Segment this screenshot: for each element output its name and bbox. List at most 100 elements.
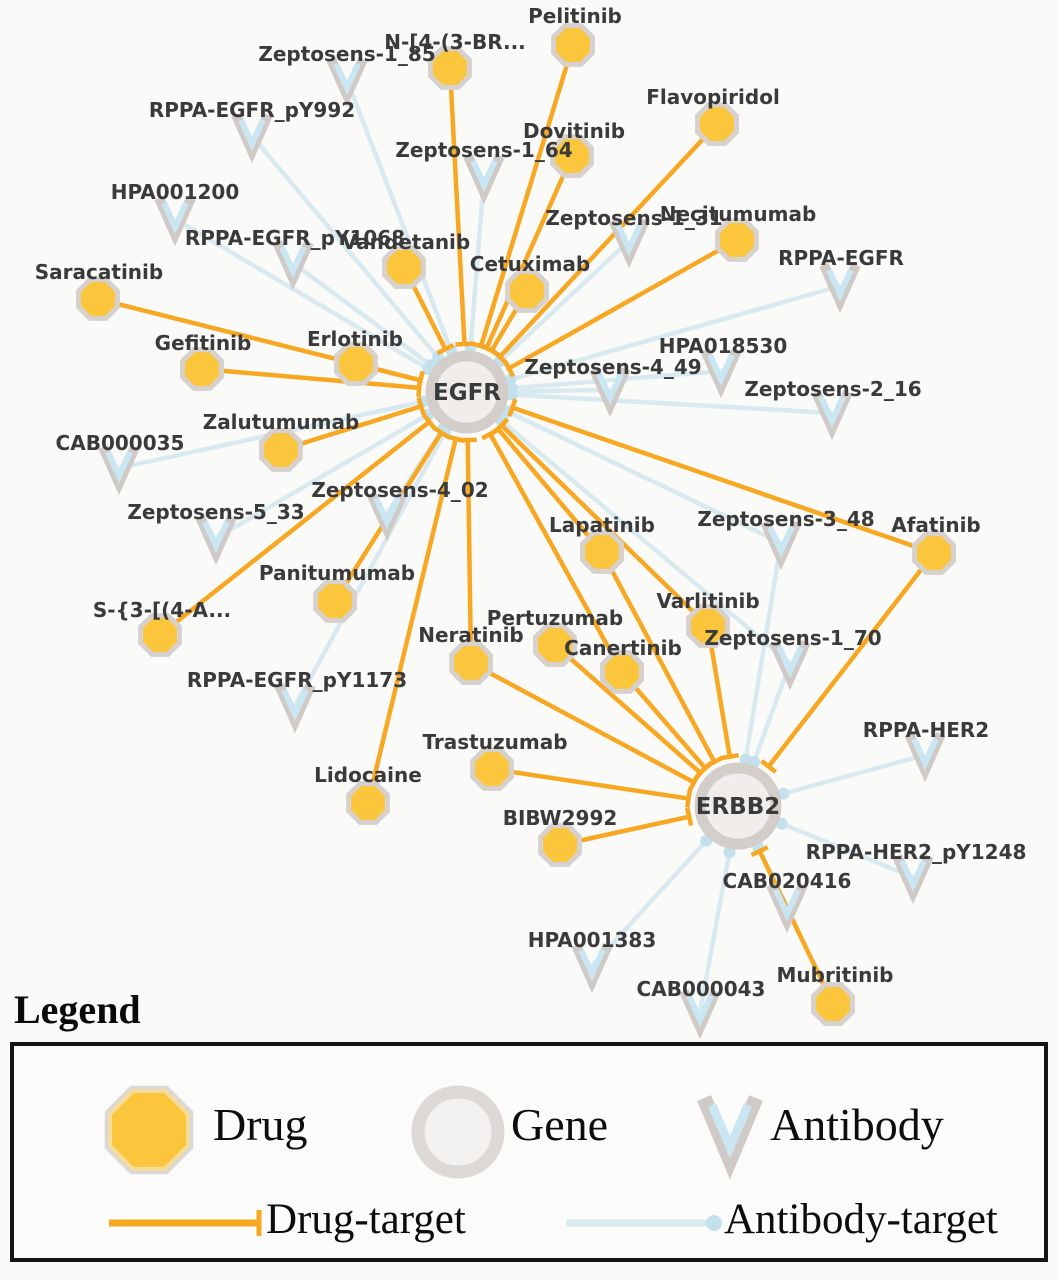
legend-gene-label: Gene [511, 1099, 609, 1150]
node-trastuzumab [470, 747, 514, 791]
antibody-edges-layer [118, 79, 926, 1013]
node-zep1_31 [608, 217, 650, 269]
label-zep3_48: Zeptosens-3_48 [697, 507, 874, 531]
node-zep5_33 [195, 514, 237, 566]
label-afatinib: Afatinib [891, 513, 981, 537]
label-mubritinib: Mubritinib [776, 963, 893, 987]
legend-drug-label: Drug [213, 1099, 308, 1150]
node-afatinib [912, 531, 956, 575]
node-zep1_70 [769, 639, 811, 691]
label-rppa_her2: RPPA-HER2 [863, 718, 989, 742]
edge-canertinib-egfr [481, 427, 624, 674]
label-lapatinib: Lapatinib [549, 513, 655, 537]
antibody-chevron-icon [697, 1095, 763, 1180]
label-hpa018530: HPA018530 [659, 334, 788, 358]
edge-neratinib-egfr [458, 437, 477, 664]
node-hpa001200 [154, 195, 196, 247]
legend-antibody-label: Antibody [770, 1099, 944, 1150]
node-panitumumab [313, 579, 357, 623]
label-hpa001383: HPA001383 [528, 928, 657, 952]
node-zep4_02 [366, 490, 408, 542]
label-erbb2: ERBB2 [696, 794, 781, 820]
label-zep1_64: Zeptosens-1_64 [395, 138, 572, 162]
label-varlitinib: Varlitinib [656, 589, 759, 613]
label-panitumumab: Panitumumab [259, 561, 415, 585]
node-saracatinib [76, 277, 120, 321]
edge-mubritinib-erbb2 [750, 845, 836, 1005]
label-zalutumumab: Zalutumumab [203, 410, 360, 434]
label-rppa_her2_py1248: RPPA-HER2_pY1248 [806, 840, 1027, 864]
node-hpa018530 [700, 347, 742, 399]
drug-target-edge-icon [109, 1210, 262, 1236]
edge-cab000043-erbb2 [697, 846, 736, 1013]
node-necitumumab [715, 218, 759, 262]
node-zep2_16 [811, 389, 853, 441]
label-saracatinib: Saracatinib [35, 260, 163, 284]
label-cab000035: CAB000035 [56, 431, 185, 455]
node-gefitinib [180, 347, 224, 391]
node-zep4_49 [589, 366, 631, 418]
nodes-layer [76, 23, 956, 1040]
label-gefitinib: Gefitinib [155, 331, 252, 355]
label-rppa_egfr_py1068: RPPA-EGFR_pY1068 [185, 226, 405, 250]
label-vandetanib: Vandetanib [342, 230, 470, 254]
node-pertuzumab [533, 623, 577, 667]
drug-octagon-icon [104, 1085, 194, 1175]
edge-rppa_her2-erbb2 [777, 752, 926, 800]
label-trastuzumab: Trastuzumab [422, 730, 567, 754]
edge-necitumumab-egfr [502, 238, 739, 378]
node-cetuximab [505, 269, 549, 313]
edge-n4_3br-egfr [447, 67, 474, 347]
label-neratinib: Neratinib [418, 623, 524, 647]
label-cab000043: CAB000043 [637, 977, 766, 1001]
label-egfr: EGFR [433, 380, 501, 406]
label-zep1_31: Zeptosens-1_31 [545, 206, 722, 230]
node-zalutumumab [259, 428, 303, 472]
node-n4_3br [428, 46, 472, 90]
node-bibw2992 [538, 823, 582, 867]
label-zep1_85: Zeptosens-1_85 [258, 42, 435, 66]
label-zep2_16: Zeptosens-2_16 [744, 377, 921, 401]
node-dovitinib [550, 134, 594, 178]
gene-circle-icon [411, 1085, 505, 1179]
label-bibw2992: BIBW2992 [503, 806, 618, 830]
label-flavopiridol: Flavopiridol [646, 85, 780, 109]
antibody-target-edge-icon [566, 1215, 722, 1231]
label-s3_4a: S-{3-[(4-A... [93, 598, 231, 622]
node-pelitinib [551, 23, 595, 67]
legend-box: Drug Gene Antibody Drug-target Antibody-… [10, 1042, 1048, 1262]
node-rppa_egfr [819, 262, 861, 314]
node-s3_4a [138, 613, 182, 657]
label-cetuximab: Cetuximab [470, 252, 590, 276]
label-zep5_33: Zeptosens-5_33 [127, 500, 304, 524]
label-rppa_egfr_py1173: RPPA-EGFR_pY1173 [187, 668, 407, 692]
node-rppa_her2_py1248 [892, 853, 934, 905]
node-lidocaine [346, 781, 390, 825]
drug-edges-layer [97, 44, 936, 1005]
label-n4_3br: N-[4-(3-BR... [384, 30, 526, 54]
label-zep1_70: Zeptosens-1_70 [704, 626, 881, 650]
node-egfr [425, 350, 509, 434]
legend-antibody-target-label: Antibody-target [724, 1196, 998, 1243]
node-hpa001383 [571, 942, 613, 994]
legend-drug-target-label: Drug-target [266, 1196, 466, 1243]
node-canertinib [600, 650, 644, 694]
node-cab020416 [766, 882, 808, 934]
label-canertinib: Canertinib [564, 636, 682, 660]
node-zep3_48 [760, 519, 802, 571]
edge-afatinib-erbb2 [760, 551, 936, 774]
label-dovitinib: Dovitinib [523, 119, 625, 143]
label-rppa_egfr_py992: RPPA-EGFR_pY992 [149, 98, 355, 122]
legend-title: Legend [14, 987, 141, 1032]
node-rppa_egfr_py1068 [272, 239, 314, 291]
label-lidocaine: Lidocaine [314, 763, 422, 787]
node-varlitinib [686, 604, 730, 648]
node-lapatinib [580, 530, 624, 574]
node-rppa_egfr_py1173 [274, 682, 316, 734]
node-zep1_64 [463, 153, 505, 205]
node-erlotinib [334, 342, 378, 386]
node-mubritinib [811, 982, 855, 1026]
